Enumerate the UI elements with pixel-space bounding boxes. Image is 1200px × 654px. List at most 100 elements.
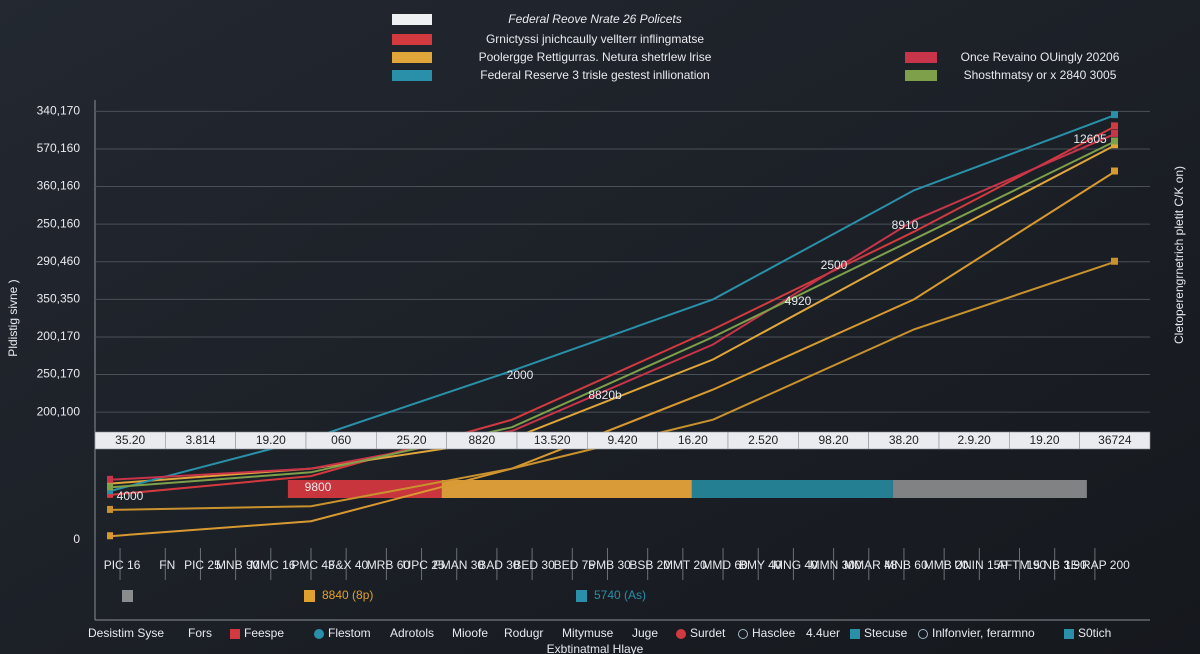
marker-swatch <box>122 590 133 602</box>
bottom-legend-label: Flestom <box>328 626 371 640</box>
y-tick-label: 360,160 <box>37 179 81 193</box>
table-cell-text: 19.20 <box>1029 433 1059 447</box>
x-tick-label: 1E RAP 200 <box>1064 558 1130 572</box>
bottom-legend-label: Desistim Syse <box>88 626 164 640</box>
y-tick-label: 290,460 <box>37 254 81 268</box>
legend-marker <box>918 629 928 639</box>
y-tick-label: 570,160 <box>37 141 81 155</box>
end-marker <box>1111 122 1118 130</box>
x-tick-label: PMB 30 <box>588 558 631 572</box>
bottom-legend-label: Hasclee <box>752 626 796 640</box>
x-tick-label: UPC 25 <box>403 558 445 572</box>
x-tick-label: MMAR 48 <box>844 558 898 572</box>
x-tick-label: MNB 90 <box>216 558 260 572</box>
x-tick-label: AFTM 90 <box>997 558 1047 572</box>
bottom-legend-label: Fors <box>188 626 212 640</box>
title-swatch <box>392 14 432 25</box>
annotation: 8820b <box>588 388 622 402</box>
bar-segment <box>287 480 442 498</box>
legend-marker <box>676 629 686 639</box>
legend-marker <box>314 629 324 639</box>
x-tick-label: MMC 16 <box>250 558 296 572</box>
x-tick-label: F&X 40 <box>328 558 368 572</box>
x-tick-label: FN <box>159 558 175 572</box>
series-line <box>109 132 1116 481</box>
series-line <box>109 140 1116 489</box>
table-cell-text: 060 <box>331 433 351 447</box>
table-cell-text: 25.20 <box>396 433 426 447</box>
legend-swatch <box>392 52 432 63</box>
bar-segment <box>441 480 692 498</box>
bar-segment <box>892 480 1087 498</box>
marker-label: 5740 (As) <box>594 588 646 602</box>
y-tick-label: 250,160 <box>37 216 81 230</box>
chart-title: Federal Reove Nrate 26 Policets <box>508 12 681 26</box>
annotation: 12605 <box>1073 132 1107 146</box>
bottom-legend-label: Stecuse <box>864 626 908 640</box>
table-cell-text: 98.20 <box>818 433 848 447</box>
x-tick-label: FMAN 30 <box>433 558 484 572</box>
legend-marker <box>230 629 240 639</box>
legend-label: Poolergge Rettigurras. Netura shetrlew l… <box>479 50 712 64</box>
legend-label: Grnictyssi jnichcaully vellterr inflingm… <box>486 32 704 46</box>
x-tick-label: MMB 20 <box>924 558 969 572</box>
legend-label: Once Revaino OUingly 20206 <box>961 50 1120 64</box>
bottom-legend-label: Surdet <box>690 626 726 640</box>
y-tick-label: 200,170 <box>37 329 81 343</box>
bottom-legend-label: Juge <box>632 626 658 640</box>
annotation: 4000 <box>117 489 144 503</box>
end-marker <box>1111 111 1118 119</box>
legend-swatch <box>392 70 432 81</box>
y-tick-label: 250,170 <box>37 367 81 381</box>
bottom-legend-label: Inlfonvier, ferarmno <box>932 626 1035 640</box>
x-tick-label: BED 75 <box>554 558 596 572</box>
x-axis-label: Exbtinatmal Hlaye <box>547 642 644 654</box>
bottom-legend-label: 4.4uer <box>806 626 840 640</box>
series-line <box>109 170 1116 538</box>
marker-swatch <box>304 590 315 602</box>
start-marker <box>107 505 113 513</box>
legend-marker <box>738 629 748 639</box>
series-line <box>109 125 1116 496</box>
y-tick-label: 0 <box>73 532 80 546</box>
legend-marker <box>1064 629 1074 639</box>
x-tick-label: PIC 25 <box>184 558 221 572</box>
x-tick-label: MMN 300 <box>810 558 862 572</box>
x-tick-label: MRB 60 <box>367 558 411 572</box>
x-tick-label: UNIN 15P <box>954 558 1008 572</box>
annotation: 2000 <box>507 368 534 382</box>
start-marker <box>107 532 113 540</box>
bar-segment <box>691 480 893 498</box>
x-tick-label: MNG 40 <box>773 558 818 572</box>
x-tick-label: PIC 16 <box>104 558 141 572</box>
x-tick-label: BSB 20 <box>629 558 670 572</box>
table-cell-text: 9.420 <box>607 433 637 447</box>
bottom-legend-label: Feespe <box>244 626 284 640</box>
table-cell-text: 13.520 <box>534 433 571 447</box>
bottom-legend-label: Mitymuse <box>562 626 614 640</box>
marker-label: 8840 (8p) <box>322 588 373 602</box>
marker-swatch <box>576 590 587 602</box>
bottom-legend-label: S0tich <box>1078 626 1111 640</box>
annotation: 8910 <box>892 218 919 232</box>
y-tick-label: 340,170 <box>37 104 81 118</box>
legend-swatch <box>905 52 937 63</box>
x-tick-label: PMC 43 <box>291 558 335 572</box>
table-cell-text: 19.20 <box>256 433 286 447</box>
bottom-legend-label: Adrotols <box>390 626 434 640</box>
start-marker <box>107 487 113 495</box>
table-cell-text: 16.20 <box>678 433 708 447</box>
annotation: 9800 <box>305 480 332 494</box>
y-tick-label: 350,350 <box>37 292 81 306</box>
legend-swatch <box>905 70 937 81</box>
x-tick-label: MMT 20 <box>663 558 707 572</box>
annotation: 2500 <box>821 258 848 272</box>
x-tick-label: BED 30 <box>513 558 555 572</box>
start-marker <box>107 475 113 483</box>
x-tick-label: MMD 60 <box>702 558 748 572</box>
bottom-legend-label: Mioofe <box>452 626 488 640</box>
x-tick-label: BMY 40 <box>739 558 782 572</box>
legend-swatch <box>392 34 432 45</box>
